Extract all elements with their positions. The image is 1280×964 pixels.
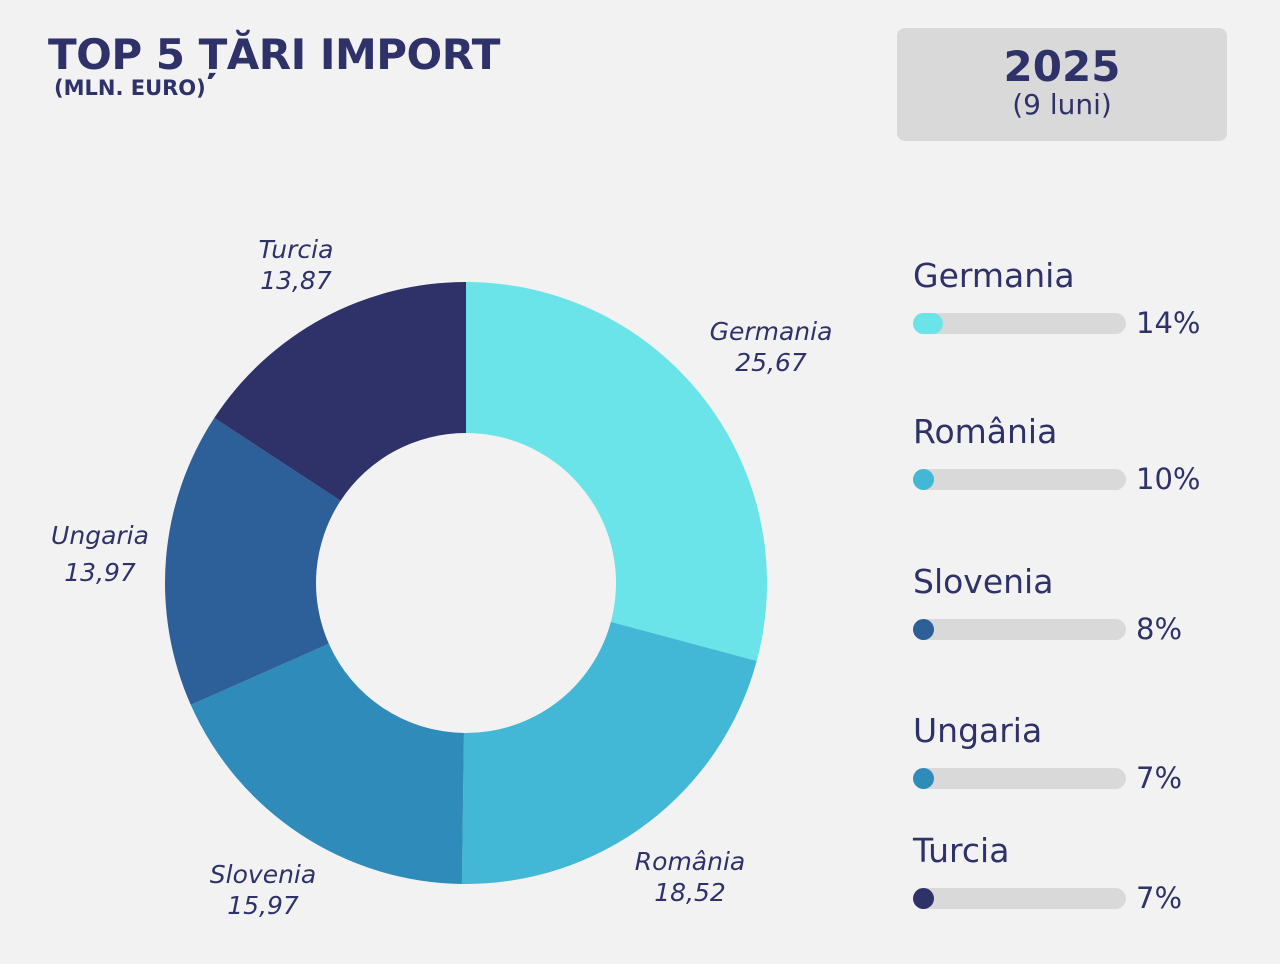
legend-percent: 8% xyxy=(1136,612,1183,646)
year: 2025 xyxy=(1003,42,1121,91)
progress-fill xyxy=(913,887,934,909)
progress-track xyxy=(913,767,1126,789)
legend-name: Turcia xyxy=(913,831,1010,870)
legend-percent: 14% xyxy=(1136,306,1201,340)
progress-fill xyxy=(913,468,935,490)
legend-item-4: Turcia 7% xyxy=(913,833,1182,915)
progress-track xyxy=(913,618,1126,640)
slice-turcia xyxy=(214,282,466,501)
legend-item-1: România 10% xyxy=(913,414,1200,496)
unit-subtitle: (MLN. EURO) xyxy=(54,76,206,100)
period: (9 luni) xyxy=(1012,88,1112,121)
slice-label-germania: Germania 25,67 xyxy=(709,317,833,377)
slice-label-slovenia: Slovenia 15,97 xyxy=(209,860,317,920)
slice-românia xyxy=(461,621,757,884)
legend-item-3: Ungaria 7% xyxy=(913,713,1182,795)
progress-track xyxy=(913,887,1126,909)
year-box: 2025 (9 luni) xyxy=(897,28,1227,141)
legend-percent: 7% xyxy=(1136,881,1183,915)
legend-item-2: Slovenia 8% xyxy=(913,564,1182,646)
legend-percent: 10% xyxy=(1136,462,1201,496)
progress-track xyxy=(913,468,1126,490)
progress-fill xyxy=(913,767,934,789)
legend-percent: 7% xyxy=(1136,761,1183,795)
slice-label-ungaria: Ungaria 13,97 xyxy=(51,521,149,587)
legend-name: Slovenia xyxy=(913,562,1054,601)
slice-slovenia xyxy=(190,643,464,884)
progress-track xyxy=(913,312,1126,334)
slice-label-romania: România 18,52 xyxy=(634,847,746,907)
legend-item-0: Germania 14% xyxy=(913,258,1200,340)
progress-fill xyxy=(913,618,934,640)
progress-fill xyxy=(913,312,943,334)
slice-label-turcia: Turcia 13,87 xyxy=(258,235,334,295)
page-title: TOP 5 ȚĂRI IMPORT xyxy=(48,30,500,79)
legend-name: Ungaria xyxy=(913,711,1043,750)
legend-name: România xyxy=(913,412,1058,451)
slice-germania xyxy=(466,282,767,661)
slice-ungaria xyxy=(164,417,341,705)
legend-name: Germania xyxy=(913,256,1075,295)
